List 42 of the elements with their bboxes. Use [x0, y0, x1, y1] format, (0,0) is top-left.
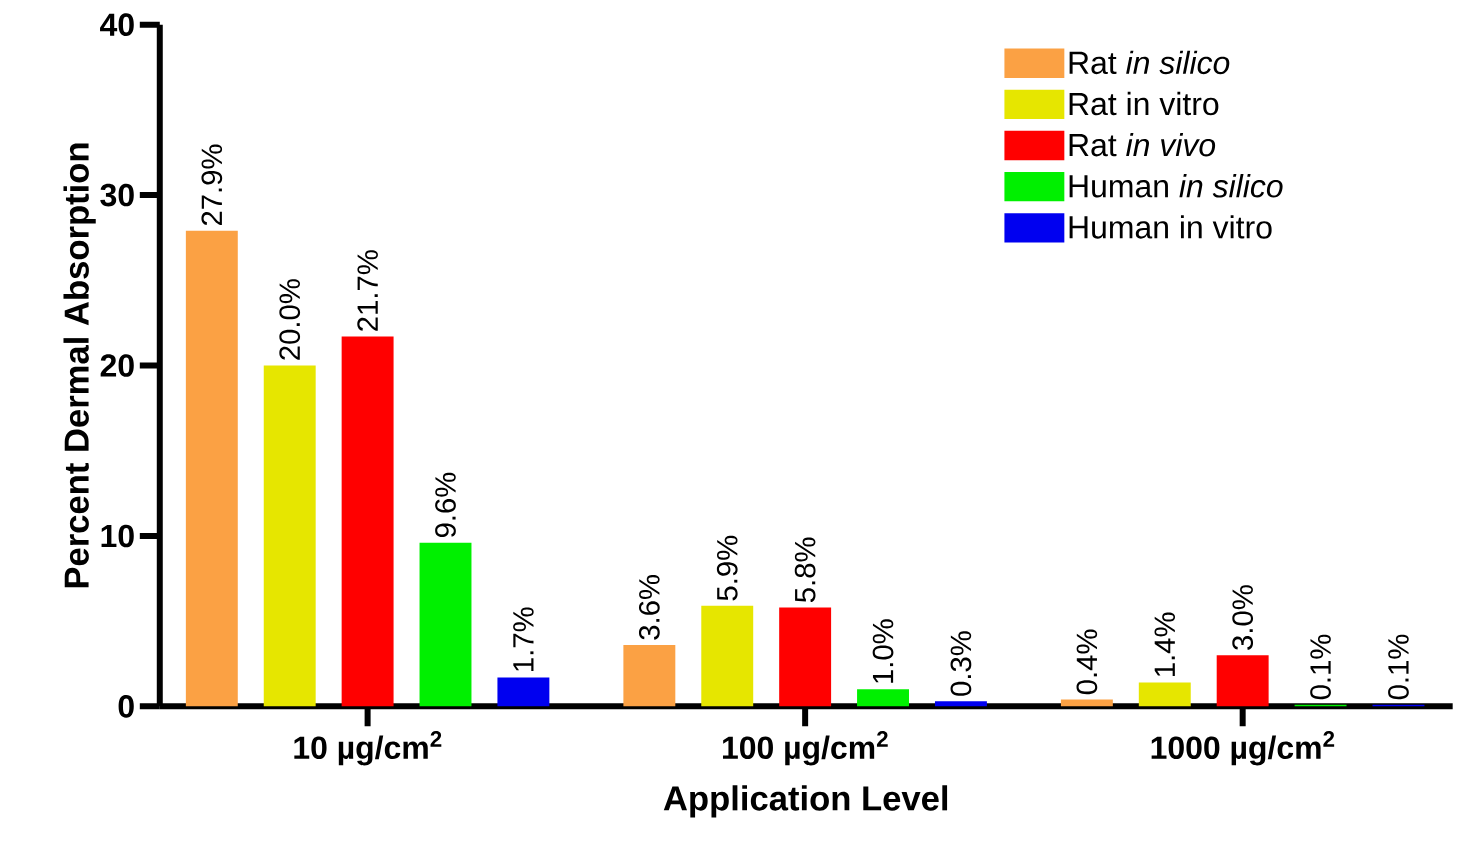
y-tick-label: 30 — [100, 183, 134, 207]
bar — [185, 230, 238, 707]
bar — [779, 607, 832, 707]
y-tick-label: 10 — [101, 524, 134, 548]
data-label: 21.7% — [357, 250, 378, 331]
bar — [1216, 655, 1269, 707]
legend-label: Human in silico — [1069, 174, 1283, 198]
x-axis-title: Application Level — [663, 785, 948, 818]
data-label: 5.8% — [794, 537, 816, 603]
data-label: 0.1% — [1310, 634, 1331, 700]
data-label: 27.9% — [201, 144, 223, 226]
data-label: 0.3% — [950, 631, 972, 696]
data-label: 1.7% — [513, 607, 534, 671]
legend-label: Rat in silico — [1069, 50, 1230, 75]
bar — [341, 336, 394, 707]
bar — [263, 365, 316, 707]
data-label: 1.0% — [872, 619, 894, 683]
data-label: 20.0% — [279, 279, 301, 360]
x-tick-label: 10 µg/cm$^{2}$ — [294, 731, 442, 766]
bar — [934, 701, 987, 707]
legend-label: Rat in vivo — [1069, 133, 1216, 157]
x-tick-label: 100 µg/cm$^{2}$ — [722, 731, 888, 766]
y-tick-label: 0 — [118, 695, 134, 718]
data-label: 3.0% — [1232, 585, 1254, 650]
bar — [701, 605, 754, 707]
data-label: 3.6% — [638, 575, 660, 640]
data-label: 5.9% — [716, 535, 738, 601]
bar — [1138, 682, 1191, 707]
legend-label: Human in vitro — [1069, 215, 1272, 239]
data-label: 0.1% — [1388, 634, 1409, 700]
data-label: 9.6% — [435, 472, 456, 538]
bar — [857, 689, 909, 707]
y-axis-title: Percent Dermal Absorption — [63, 143, 96, 588]
data-label: 1.4% — [1154, 612, 1176, 677]
bar — [497, 677, 550, 707]
x-tick-label: 1000 µg/cm$^{2}$ — [1151, 731, 1335, 766]
y-tick-label: 20 — [100, 354, 134, 377]
y-tick-label: 40 — [100, 13, 134, 37]
data-label: 0.4% — [1076, 629, 1098, 695]
bar — [623, 645, 676, 707]
bar — [419, 542, 472, 707]
legend-label: Rat in vitro — [1069, 91, 1219, 116]
